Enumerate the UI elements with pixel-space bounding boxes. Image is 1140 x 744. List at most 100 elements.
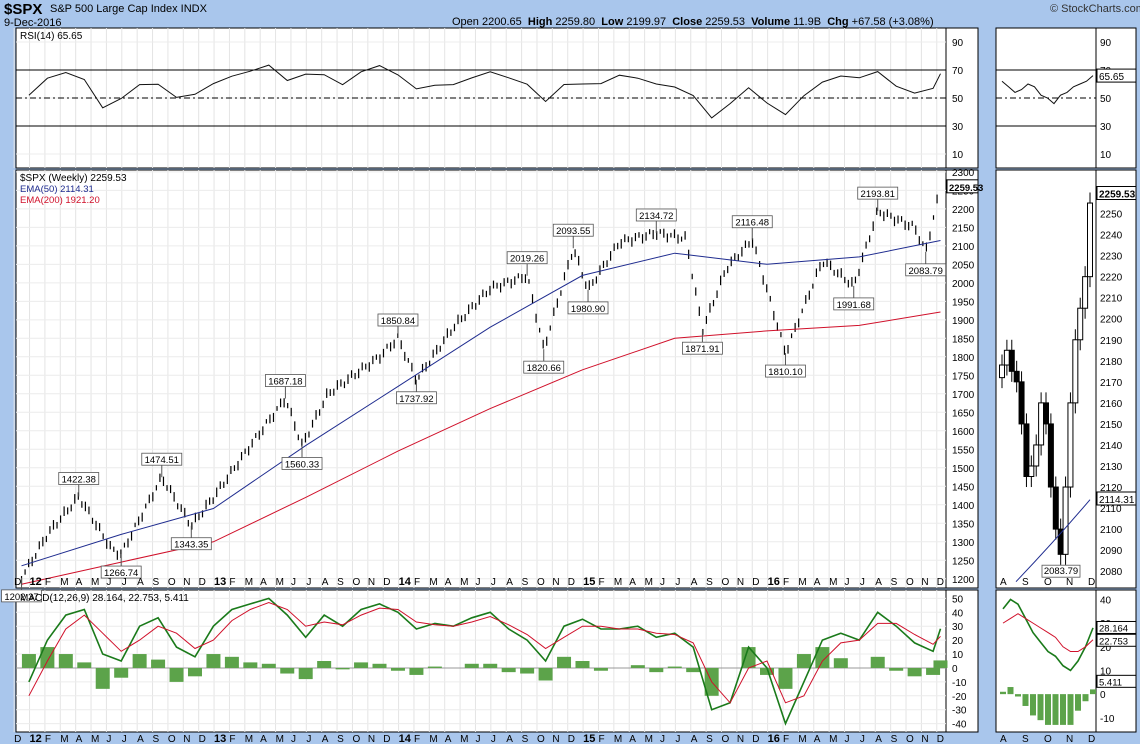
zoom-chart: 2080209021002110212021302140215021602170… (995, 27, 1137, 744)
macd-histogram-bar (933, 660, 948, 668)
zoom-ema50-line (1015, 499, 1091, 583)
annotation-box (265, 374, 306, 387)
x-axis-label: F (414, 577, 420, 588)
x-axis-label: A (814, 577, 821, 588)
panel-macd (15, 589, 947, 733)
zoom-candle-body (1033, 444, 1040, 467)
zoom-macd-hist-bar (1045, 694, 1051, 725)
x-axis-label: O (168, 734, 176, 744)
open-label: Open (452, 16, 479, 28)
x-axis-label: S (891, 734, 898, 744)
zoom-macd-label: 22.753 (1099, 636, 1128, 647)
macd-histogram-bar (815, 647, 830, 668)
macd-histogram-bar (58, 654, 73, 668)
zoom-x-label: S (1022, 734, 1029, 744)
zoom-candle-body (1023, 423, 1030, 478)
zoom-candle-body (1013, 370, 1020, 383)
x-axis-label: 15 (583, 733, 595, 744)
tick-label-price: 1800 (952, 353, 975, 364)
annotation-label: 1737.92 (399, 394, 433, 405)
tick-label-price: 1500 (952, 464, 975, 475)
annotation-label: 2193.81 (861, 189, 895, 200)
macd-histogram-bar (335, 667, 350, 670)
tick-label-price: 2150 (952, 223, 975, 234)
zoom-x-label: A (1000, 577, 1007, 588)
zoom-price-tick: 2190 (1100, 336, 1123, 347)
x-axis-label: M (429, 734, 437, 744)
zoom-price-tick: 2230 (1100, 252, 1123, 263)
tick-label-price: 2050 (952, 260, 975, 271)
tick-label-macd: -40 (952, 720, 967, 731)
x-axis-label: M (245, 577, 253, 588)
macd-legend: MACD(12,26,9) 28.164, 22.753, 5.411 (20, 593, 189, 604)
x-axis-label: S (522, 734, 529, 744)
zoom-candle-body (1062, 486, 1069, 555)
x-axis-label: D (752, 734, 759, 744)
zoom-price-tick: 2080 (1100, 567, 1123, 578)
x-axis-label: 14 (399, 733, 412, 744)
x-axis-label: D (14, 734, 21, 744)
zoom-price-tick: 2220 (1100, 273, 1123, 284)
tick-label-macd: 20 (952, 636, 964, 647)
macd-histogram-bar (557, 656, 572, 668)
x-axis-label: J (122, 734, 127, 744)
x-axis-label: D (568, 577, 575, 588)
macd-histogram-bar (427, 666, 442, 668)
zoom-macd-label: 28.164 (1099, 623, 1128, 634)
low-label: Low (601, 16, 624, 28)
zoom-price-tick: 2250 (1100, 210, 1123, 221)
zoom-rsi-tick: 10 (1100, 150, 1112, 161)
low-value: 2199.97 (626, 16, 667, 28)
macd-histogram-bar (686, 667, 701, 673)
annotation-label: 1810.10 (768, 367, 802, 378)
x-axis-label: J (106, 734, 111, 744)
axis-strip-macd (945, 589, 979, 733)
x-axis-label: J (106, 577, 111, 588)
x-axis-label: 14 (399, 576, 412, 588)
x-axis-label: N (737, 577, 744, 588)
x-axis-label: M (276, 734, 284, 744)
macd-histogram-bar (224, 656, 239, 668)
annotation-label: 1343.35 (174, 540, 208, 551)
x-axis-label: A (506, 734, 513, 744)
annotation-label: 1980.90 (571, 304, 605, 315)
x-axis-label: D (568, 734, 575, 744)
x-axis-label: J (122, 577, 127, 588)
zoom-macd-hist-bar (1015, 694, 1021, 697)
axis-strip-price (945, 169, 979, 589)
x-axis-label: 12 (30, 576, 42, 588)
zoom-rsi-tick: 90 (1100, 38, 1112, 49)
x-axis-label: S (153, 577, 160, 588)
macd-histogram-bar (298, 667, 313, 680)
zoom-axis-strip-price (1095, 169, 1137, 589)
chart-date: 9-Dec-2016 (4, 17, 62, 29)
x-axis-label: S (891, 577, 898, 588)
zoom-macd-hist-bar (1030, 694, 1036, 716)
x-axis-label: M (645, 577, 653, 588)
x-axis-label: M (245, 734, 253, 744)
x-axis-label: O (537, 734, 545, 744)
zoom-macd-hist-bar (1082, 694, 1089, 702)
annotation-label: 1560.33 (285, 459, 319, 470)
x-axis-label: J (291, 734, 296, 744)
tick-label-price: 1400 (952, 501, 975, 512)
macd-histogram-bar (132, 654, 147, 668)
annotation-box (905, 263, 947, 277)
main-chart: 1030507090120012501300135014001450150015… (1, 27, 983, 744)
macd-histogram-bar (575, 661, 590, 668)
annotation-box (857, 186, 899, 200)
zoom-price-tick: 2110 (1100, 504, 1122, 515)
zoom-price-label: 2259.53 (1099, 190, 1136, 201)
x-axis-label: M (614, 577, 622, 588)
zoom-price-tick: 2150 (1100, 420, 1123, 431)
zoom-price-tick: 2100 (1100, 525, 1123, 536)
close-label: Close (672, 16, 703, 28)
macd-histogram-bar (114, 667, 129, 678)
zoom-axis-strip-rsi (1095, 27, 1137, 169)
tick-label-price: 2000 (952, 279, 975, 290)
panel-price (15, 169, 947, 589)
tick-label-price: 2100 (952, 242, 975, 253)
annotation-label: 1820.66 (527, 363, 561, 374)
price-bars (20, 194, 938, 586)
ema200-legend: EMA(200) 1921.20 (20, 195, 100, 206)
